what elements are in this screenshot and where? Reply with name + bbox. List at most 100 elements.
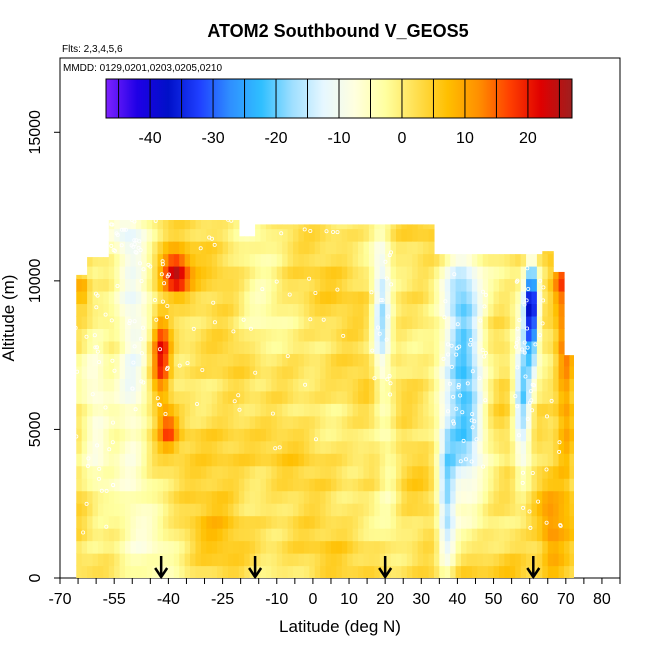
field-cell: [482, 553, 489, 567]
field-cell: [130, 228, 137, 242]
field-cell: [547, 251, 554, 255]
field-cell: [119, 403, 126, 417]
field-cell: [417, 528, 424, 542]
field-cell: [531, 415, 538, 429]
field-cell: [298, 553, 305, 567]
field-cell: [141, 515, 148, 529]
field-cell: [114, 278, 121, 292]
field-cell: [320, 490, 327, 504]
field-cell: [76, 540, 83, 554]
field-cell: [108, 453, 115, 467]
field-cell: [293, 290, 300, 305]
field-cell: [379, 378, 386, 392]
field-cell: [238, 328, 245, 342]
field-cell: [542, 378, 549, 392]
field-cell: [287, 515, 294, 529]
field-cell: [130, 490, 137, 504]
colorbar-tick-label: -20: [264, 130, 287, 147]
field-cell: [477, 503, 484, 517]
x-tick-label: 30: [412, 591, 430, 608]
field-cell: [206, 378, 213, 392]
field-cell: [461, 353, 468, 367]
field-cell: [461, 540, 468, 554]
field-cell: [114, 528, 121, 542]
field-cell: [298, 528, 305, 542]
field-cell: [282, 465, 289, 479]
field-cell: [249, 403, 256, 417]
field-cell: [466, 278, 473, 292]
field-cell: [509, 465, 516, 479]
field-cell: [309, 241, 316, 255]
field-cell: [461, 453, 468, 467]
field-cell: [146, 290, 153, 305]
field-cell: [444, 365, 451, 379]
field-cell: [206, 315, 213, 329]
field-cell: [412, 553, 419, 567]
field-cell: [179, 428, 186, 442]
field-cell: [217, 266, 224, 280]
field-cell: [471, 266, 478, 280]
field-cell: [200, 565, 207, 578]
field-cell: [298, 241, 305, 255]
field-cell: [444, 328, 451, 342]
field-cell: [162, 315, 169, 329]
field-cell: [195, 241, 202, 255]
field-cell: [217, 328, 224, 342]
field-cell: [211, 328, 218, 342]
field-cell: [569, 503, 574, 517]
field-cell: [249, 453, 256, 467]
field-cell: [119, 303, 126, 317]
field-cell: [92, 365, 99, 379]
field-cell: [168, 503, 175, 517]
field-cell: [553, 478, 560, 492]
field-cell: [385, 465, 392, 479]
field-cell: [135, 415, 142, 429]
field-cell: [401, 290, 408, 305]
field-cell: [309, 478, 316, 492]
field-cell: [233, 365, 240, 379]
field-cell: [526, 278, 533, 292]
field-cell: [125, 303, 132, 317]
field-cell: [108, 565, 115, 578]
field-cell: [330, 365, 337, 379]
field-cell: [179, 503, 186, 517]
flight-arrow: [526, 556, 541, 580]
field-cell: [390, 415, 397, 429]
field-cell: [412, 340, 419, 354]
field-cell: [298, 353, 305, 367]
field-cell: [347, 553, 354, 567]
field-cell: [320, 540, 327, 554]
observation-point: [451, 421, 456, 426]
field-cell: [482, 565, 489, 578]
field-cell: [390, 403, 397, 417]
field-cell: [195, 403, 202, 417]
observation-point: [103, 312, 108, 317]
field-cell: [477, 303, 484, 317]
observation-point: [465, 381, 470, 386]
field-cell: [406, 503, 413, 517]
observation-point: [447, 381, 452, 386]
field-cell: [352, 253, 359, 267]
field-cell: [564, 453, 571, 467]
field-cell: [222, 428, 229, 442]
field-cell: [466, 254, 473, 267]
field-cell: [396, 503, 403, 517]
field-cell: [147, 210, 153, 217]
field-cell: [368, 490, 375, 504]
field-cell: [379, 241, 386, 255]
field-cell: [341, 540, 348, 554]
field-cell: [396, 415, 403, 429]
field-cell: [330, 415, 337, 429]
field-cell: [162, 540, 169, 554]
field-cell: [173, 540, 180, 554]
field-cell: [509, 503, 516, 517]
field-cell: [228, 340, 235, 354]
field-cell: [531, 328, 538, 342]
field-cell: [433, 453, 440, 467]
field-cell: [493, 378, 500, 392]
field-cell: [255, 266, 262, 280]
field-cell: [542, 266, 549, 280]
field-cell: [477, 278, 484, 292]
field-cell: [238, 290, 245, 305]
field-cell: [433, 378, 440, 392]
